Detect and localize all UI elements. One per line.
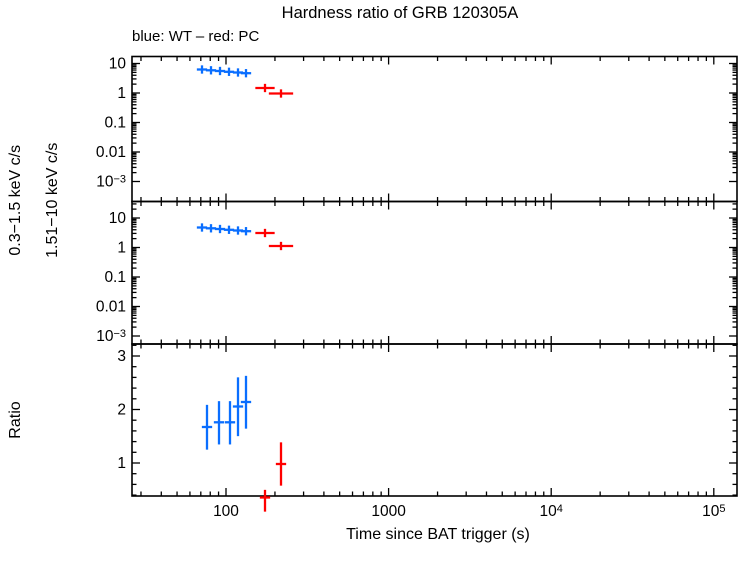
svg-text:1: 1 bbox=[117, 85, 126, 102]
svg-text:0.01: 0.01 bbox=[96, 144, 126, 161]
svg-text:blue: WT – red: PC: blue: WT – red: PC bbox=[132, 28, 259, 45]
svg-text:10: 10 bbox=[109, 56, 127, 73]
svg-text:0.3−1.5 keV c/s: 0.3−1.5 keV c/s bbox=[7, 145, 24, 256]
svg-text:0.1: 0.1 bbox=[104, 115, 126, 132]
svg-text:Time since BAT trigger (s): Time since BAT trigger (s) bbox=[346, 526, 530, 543]
svg-text:10: 10 bbox=[109, 210, 127, 227]
svg-text:3: 3 bbox=[117, 348, 126, 365]
svg-text:1: 1 bbox=[117, 240, 126, 257]
svg-text:1.51−10 keV c/s: 1.51−10 keV c/s bbox=[44, 143, 61, 258]
svg-text:Ratio: Ratio bbox=[7, 401, 24, 438]
svg-text:2: 2 bbox=[117, 402, 126, 419]
svg-text:1: 1 bbox=[117, 455, 126, 472]
svg-text:Hardness ratio of GRB 120305A: Hardness ratio of GRB 120305A bbox=[282, 4, 519, 22]
svg-text:1000: 1000 bbox=[371, 503, 406, 520]
svg-text:0.01: 0.01 bbox=[96, 299, 126, 316]
svg-text:100: 100 bbox=[213, 503, 239, 520]
svg-text:0.1: 0.1 bbox=[104, 269, 126, 286]
